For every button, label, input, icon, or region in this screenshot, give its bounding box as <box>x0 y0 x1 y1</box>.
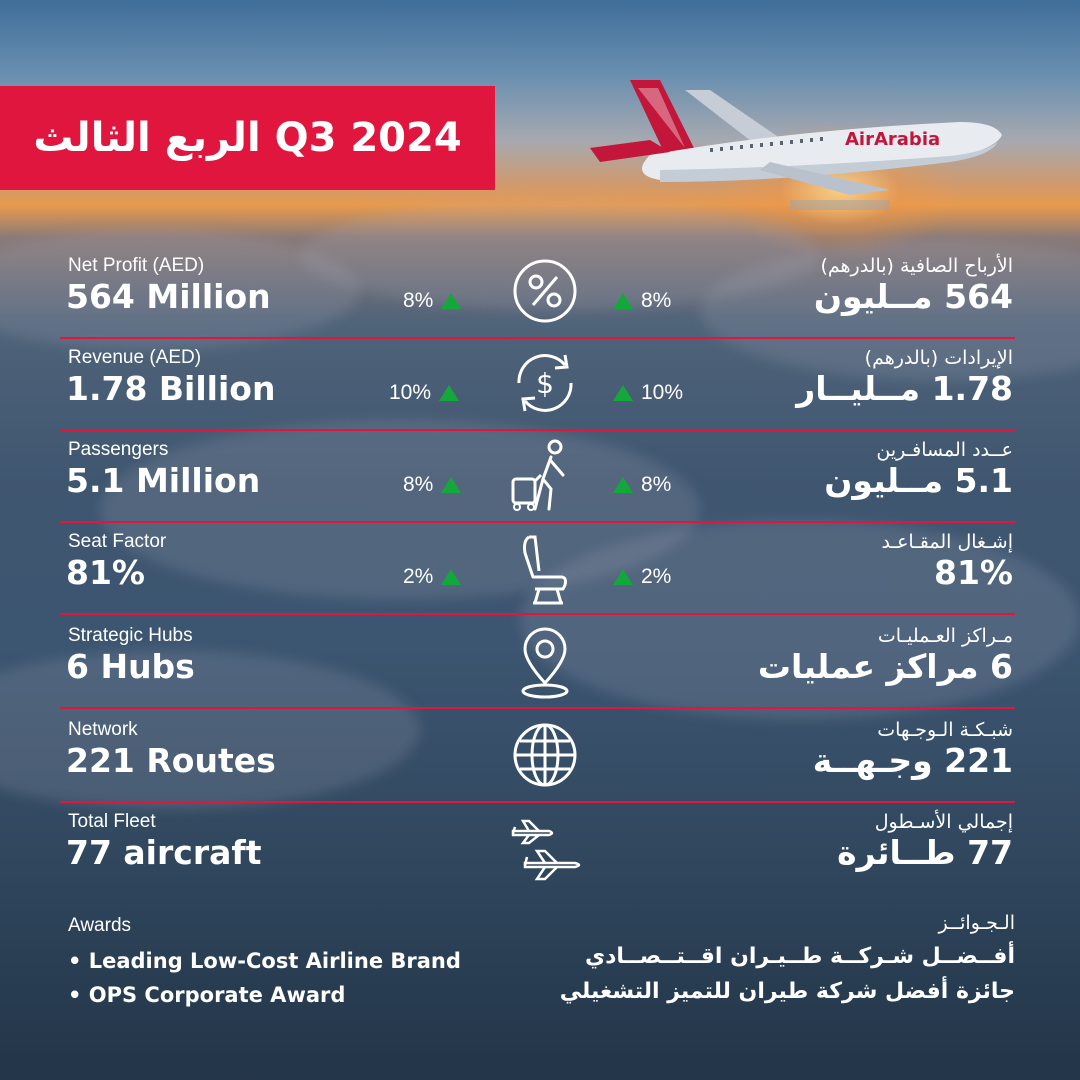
metric-label-ar: شبـكـة الـوجـهات <box>877 719 1013 741</box>
metric-value-ar: 221 وجـهــة <box>812 741 1013 780</box>
svg-text:$: $ <box>536 367 554 400</box>
change-value: 10% <box>389 381 432 404</box>
row-divider <box>60 337 1015 339</box>
change-ar: 10% <box>613 381 683 405</box>
airline-logo: AirArabia <box>845 129 940 150</box>
metric-label-en: Network <box>68 719 138 740</box>
metric-label-en: Passengers <box>68 439 169 460</box>
row-divider <box>60 429 1015 431</box>
airplanes-icon <box>511 819 581 881</box>
metric-value-en: 6 Hubs <box>66 647 195 686</box>
awards-heading-en: Awards <box>68 915 132 936</box>
row-divider <box>60 707 1015 709</box>
awards-heading-ar: الـجـوائــز <box>938 912 1015 934</box>
cloud <box>700 240 1080 380</box>
metric-row-passengers: Passengers 5.1 Million 8% 8% عــدد المسا… <box>60 431 1015 523</box>
metric-value-en: 81% <box>66 553 145 592</box>
dollar-cycle-icon: $ <box>517 354 573 412</box>
title-banner: الربع الثالث Q3 2024 <box>0 86 495 190</box>
metric-value-ar: 1.78 مــليــار <box>796 369 1013 408</box>
metric-row-hubs: Strategic Hubs 6 Hubs مـراكز العـمليـات … <box>60 617 1015 709</box>
page-title: الربع الثالث Q3 2024 <box>33 115 462 161</box>
airplane-illustration: AirArabia <box>590 80 1002 210</box>
up-arrow-icon <box>441 293 462 309</box>
percent-icon <box>513 259 577 323</box>
metric-value-en: 564 Million <box>66 277 271 316</box>
up-arrow-icon <box>441 477 462 493</box>
metric-label-ar: مـراكز العـمليـات <box>877 625 1013 647</box>
metric-label-ar: الإيرادات (بالدرهم) <box>864 347 1013 369</box>
row-divider <box>60 521 1015 523</box>
change-value: 8% <box>641 473 672 496</box>
metric-row-seat-factor: Seat Factor 81% 2% 2% إشـغال المقـاعـد 8… <box>60 523 1015 615</box>
up-arrow-icon <box>441 569 462 585</box>
awards-ar: الـجـوائــز أفــضــل شـركــة طــيـران اق… <box>560 912 1015 1014</box>
metric-row-net-profit: Net Profit (AED) 564 Million 8% 8% الأرب… <box>60 247 1015 339</box>
change-en: 8% <box>403 473 462 497</box>
metric-value-ar: 564 مــليون <box>813 277 1013 316</box>
metric-label-ar: الأرباح الصافية (بالدرهم) <box>820 255 1013 277</box>
location-pin-icon <box>521 627 569 699</box>
cloud <box>0 650 420 810</box>
awards-en: Awards • Leading Low-Cost Airline Brand … <box>68 915 461 1017</box>
award-item: • OPS Corporate Award <box>68 983 346 1007</box>
change-value: 2% <box>403 565 434 588</box>
row-divider <box>60 613 1015 615</box>
up-arrow-icon <box>613 477 633 493</box>
change-value: 10% <box>641 381 684 404</box>
metric-value-ar: 5.1 مــليون <box>824 461 1013 500</box>
award-item: • Leading Low-Cost Airline Brand <box>68 949 461 973</box>
cloud <box>300 200 820 310</box>
metric-label-ar: عــدد المسافـرين <box>876 439 1013 461</box>
up-arrow-icon <box>613 385 633 401</box>
metric-label-en: Revenue (AED) <box>68 347 202 368</box>
metric-label-en: Strategic Hubs <box>68 625 193 646</box>
metric-row-revenue: Revenue (AED) 1.78 Billion 10% $ 10% الإ… <box>60 339 1015 431</box>
cloud <box>520 520 1080 720</box>
up-arrow-icon <box>439 385 460 401</box>
change-en: 8% <box>403 289 462 313</box>
change-en: 10% <box>389 381 460 405</box>
metric-row-network: Network 221 Routes شبـكـة الـوجـهات 221 … <box>60 711 1015 803</box>
seat-icon <box>523 535 567 605</box>
change-en: 2% <box>403 565 462 589</box>
award-item-ar: جائزة أفضل شركة طيران للتميز التشغيلي <box>559 979 1015 1004</box>
metric-value-en: 1.78 Billion <box>66 369 276 408</box>
up-arrow-icon <box>613 293 633 309</box>
metric-value-ar: 77 طــائرة <box>837 833 1013 872</box>
change-value: 8% <box>403 473 434 496</box>
metric-value-en: 221 Routes <box>66 741 276 780</box>
change-ar: 8% <box>613 289 671 313</box>
metric-value-en: 5.1 Million <box>66 461 261 500</box>
change-ar: 8% <box>613 473 671 497</box>
award-item-ar: أفــضــل شـركــة طــيـران اقــتــصــادي <box>584 944 1015 969</box>
metric-label-en: Net Profit (AED) <box>68 255 205 276</box>
change-value: 2% <box>641 565 672 588</box>
cloud <box>100 420 700 600</box>
metric-label-en: Seat Factor <box>68 531 167 552</box>
change-ar: 2% <box>613 565 671 589</box>
metric-value-en: 77 aircraft <box>66 833 262 872</box>
change-value: 8% <box>403 289 434 312</box>
metric-label-ar: إجمالي الأسـطول <box>874 811 1013 833</box>
metric-label-ar: إشـغال المقـاعـد <box>881 531 1013 553</box>
metric-value-ar: 6 مراكز عمليات <box>757 647 1013 686</box>
change-value: 8% <box>641 289 672 312</box>
metric-value-ar: 81% <box>934 553 1013 592</box>
globe-icon <box>513 723 577 787</box>
cloud <box>0 230 360 350</box>
traveler-icon <box>511 439 565 511</box>
row-divider <box>60 801 1015 803</box>
metric-label-en: Total Fleet <box>68 811 156 832</box>
metric-row-fleet: Total Fleet 77 aircraft إجمالي الأسـطول … <box>60 803 1015 895</box>
up-arrow-icon <box>613 569 633 585</box>
